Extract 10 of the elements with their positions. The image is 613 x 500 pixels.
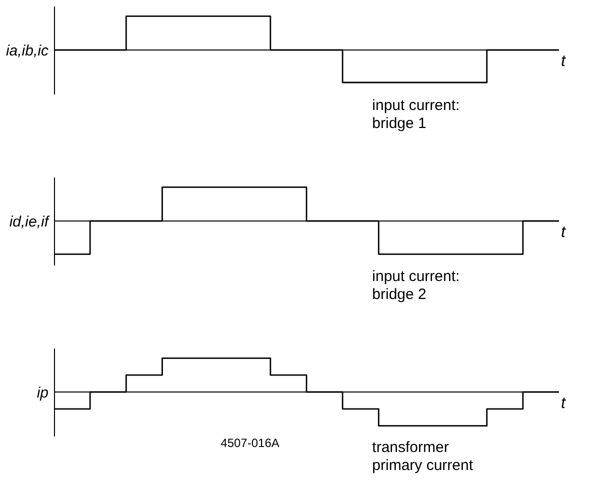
y-axis-title: ip <box>36 384 48 402</box>
x-axis-title: t <box>561 224 566 241</box>
text: input current: bridge 1 <box>372 97 460 132</box>
text: transformer primary current <box>372 439 474 474</box>
y-axis-title: ia,ib,ic <box>6 42 49 60</box>
y-axis-title: id,ie,if <box>9 214 50 230</box>
text: input current: bridge 2 <box>372 268 460 303</box>
text: 4507-016A <box>220 436 280 450</box>
x-axis-title: t <box>561 53 566 70</box>
x-axis-title: t <box>561 395 566 412</box>
